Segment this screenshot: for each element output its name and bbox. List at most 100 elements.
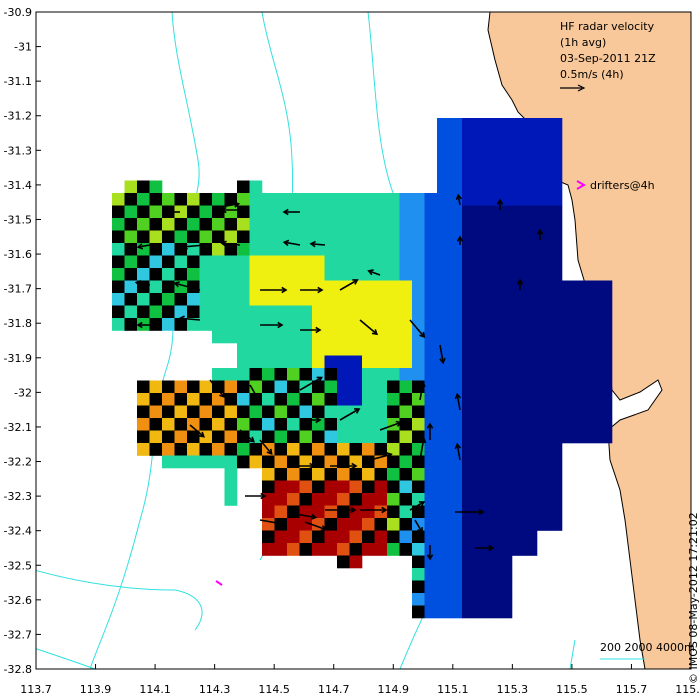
velocity-cell — [387, 430, 400, 444]
velocity-cell — [274, 480, 288, 494]
velocity-arrow — [455, 193, 463, 206]
velocity-cell — [524, 493, 538, 506]
velocity-cell — [537, 218, 550, 231]
drifter-marker — [576, 180, 587, 190]
velocity-cell — [537, 393, 550, 406]
velocity-cell — [449, 130, 463, 144]
velocity-cell — [174, 318, 188, 331]
velocity-cell — [512, 518, 525, 531]
velocity-cell — [337, 468, 350, 481]
velocity-cell — [487, 230, 500, 244]
velocity-cell — [462, 180, 475, 194]
velocity-cell — [437, 168, 450, 181]
velocity-cell — [412, 243, 425, 256]
velocity-cell — [562, 405, 575, 419]
velocity-cell — [349, 305, 363, 319]
velocity-arrow — [220, 206, 240, 214]
velocity-cell — [362, 255, 375, 269]
velocity-cell — [149, 280, 163, 294]
velocity-cell — [349, 343, 363, 356]
velocity-cell — [474, 280, 488, 294]
velocity-arrow — [455, 508, 485, 516]
velocity-cell — [549, 380, 563, 394]
velocity-cell — [499, 280, 513, 294]
velocity-cell — [449, 555, 463, 569]
velocity-cell — [249, 293, 263, 306]
velocity-cell — [524, 368, 538, 381]
velocity-cell — [349, 230, 363, 244]
velocity-cell — [537, 180, 550, 194]
velocity-cell — [399, 318, 413, 331]
velocity-cell — [362, 205, 375, 219]
velocity-cell — [587, 343, 600, 356]
velocity-cell — [174, 418, 188, 431]
velocity-cell — [262, 230, 275, 244]
velocity-cell — [112, 305, 125, 319]
velocity-cell — [524, 380, 538, 394]
velocity-cell — [512, 218, 525, 231]
velocity-cell — [499, 305, 513, 319]
velocity-cell — [162, 443, 175, 456]
velocity-cell — [324, 455, 338, 469]
velocity-cell — [449, 205, 463, 219]
velocity-arrow — [414, 519, 423, 534]
velocity-cell — [224, 455, 238, 469]
velocity-cell — [287, 268, 300, 281]
velocity-cell — [262, 543, 275, 556]
velocity-cell — [162, 305, 175, 319]
velocity-cell — [162, 318, 175, 331]
velocity-cell — [199, 293, 213, 306]
velocity-cell — [462, 168, 475, 181]
velocity-cell — [412, 268, 425, 281]
velocity-cell — [449, 268, 463, 281]
velocity-cell — [512, 293, 525, 306]
velocity-cell — [299, 268, 313, 281]
velocity-cell — [587, 380, 600, 394]
velocity-cell — [549, 118, 563, 131]
velocity-cell — [199, 230, 213, 244]
velocity-cell — [249, 355, 263, 369]
velocity-cell — [587, 280, 600, 294]
velocity-cell — [549, 493, 563, 506]
velocity-cell — [412, 205, 425, 219]
velocity-arrow — [300, 326, 322, 334]
velocity-cell — [412, 593, 425, 606]
velocity-cell — [462, 355, 475, 369]
velocity-cell — [249, 268, 263, 281]
velocity-cell — [437, 593, 450, 606]
velocity-cell — [487, 393, 500, 406]
velocity-cell — [537, 193, 550, 206]
velocity-cell — [324, 205, 338, 219]
velocity-cell — [599, 305, 613, 319]
velocity-cell — [224, 468, 238, 481]
velocity-cell — [287, 305, 300, 319]
velocity-cell — [437, 280, 450, 294]
velocity-cell — [349, 393, 363, 406]
velocity-cell — [462, 343, 475, 356]
velocity-cell — [174, 393, 188, 406]
velocity-cell — [537, 330, 550, 344]
velocity-cell — [312, 343, 325, 356]
velocity-cell — [399, 305, 413, 319]
velocity-arrow — [339, 279, 359, 291]
velocity-cell — [499, 380, 513, 394]
velocity-cell — [437, 405, 450, 419]
velocity-cell — [187, 205, 200, 219]
velocity-cell — [212, 318, 225, 331]
velocity-cell — [487, 543, 500, 556]
x-tick-label: 114.3 — [199, 683, 231, 696]
velocity-cell — [262, 255, 275, 269]
velocity-arrow — [299, 376, 323, 391]
velocity-cell — [112, 230, 125, 244]
velocity-cell — [112, 205, 125, 219]
velocity-cell — [524, 505, 538, 519]
velocity-arrow — [181, 243, 206, 250]
velocity-cell — [512, 230, 525, 244]
velocity-cell — [412, 468, 425, 481]
velocity-cell — [274, 330, 288, 344]
velocity-cell — [274, 218, 288, 231]
velocity-cell — [212, 430, 225, 444]
velocity-cell — [224, 218, 238, 231]
velocity-cell — [524, 143, 538, 156]
velocity-cell — [387, 455, 400, 469]
